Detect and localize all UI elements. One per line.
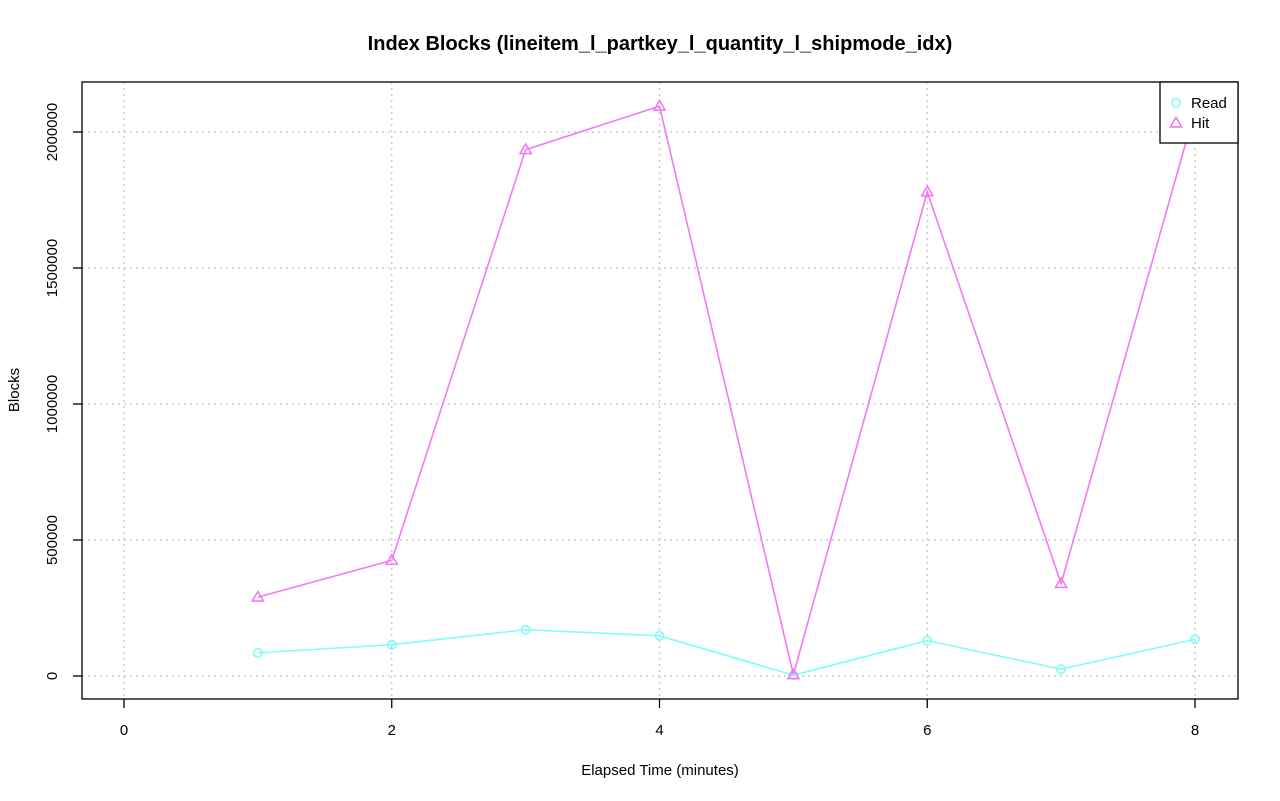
series-line-hit [257, 105, 1196, 675]
series-read [252, 624, 1201, 681]
data-point-hit-3 [652, 98, 667, 111]
data-point-hit-0 [250, 589, 265, 602]
y-axis: 0 500000 1000000 1500000 2000000 [44, 103, 82, 680]
x-tick-label-3: 6 [923, 722, 931, 739]
plot-area-border [81, 81, 1239, 700]
data-point-read-1 [386, 639, 397, 650]
grid-lines [82, 82, 1238, 699]
legend-box [1159, 81, 1239, 144]
data-point-read-3 [654, 630, 665, 641]
legend-marker-read [1171, 98, 1182, 109]
x-axis-label: Elapsed Time (minutes) [581, 762, 739, 779]
series-line-read [257, 628, 1196, 677]
y-tick-label-2: 1000000 [44, 375, 61, 433]
data-point-hit-2 [518, 142, 533, 155]
y-tick-label-3: 1500000 [44, 239, 61, 297]
data-point-read-7 [1190, 634, 1201, 645]
y-tick-label-0: 0 [44, 672, 61, 680]
data-point-hit-4 [786, 667, 801, 680]
data-point-read-2 [520, 624, 531, 635]
data-point-hit-5 [920, 184, 935, 197]
data-point-hit-1 [384, 553, 399, 566]
y-axis-label: Blocks [6, 368, 23, 412]
data-point-read-6 [1056, 664, 1067, 675]
data-point-read-0 [252, 647, 263, 658]
x-tick-label-4: 8 [1191, 722, 1199, 739]
x-tick-label-2: 4 [655, 722, 663, 739]
legend-marker-hit [1169, 115, 1183, 128]
series-layer [250, 98, 1202, 681]
y-tick-label-4: 2000000 [44, 103, 61, 161]
x-tick-label-0: 0 [120, 722, 128, 739]
series-hit [250, 98, 1202, 680]
legend-label-read: Read [1191, 95, 1227, 112]
data-point-read-5 [922, 635, 933, 646]
y-tick-label-1: 500000 [44, 515, 61, 565]
data-point-hit-6 [1054, 576, 1069, 589]
legend: Read Hit [1159, 81, 1239, 144]
legend-label-hit: Hit [1191, 115, 1210, 132]
chart-title: Index Blocks (lineitem_l_partkey_l_quant… [368, 33, 953, 55]
x-tick-label-1: 2 [388, 722, 396, 739]
x-axis: 0 2 4 6 8 [120, 699, 1199, 739]
